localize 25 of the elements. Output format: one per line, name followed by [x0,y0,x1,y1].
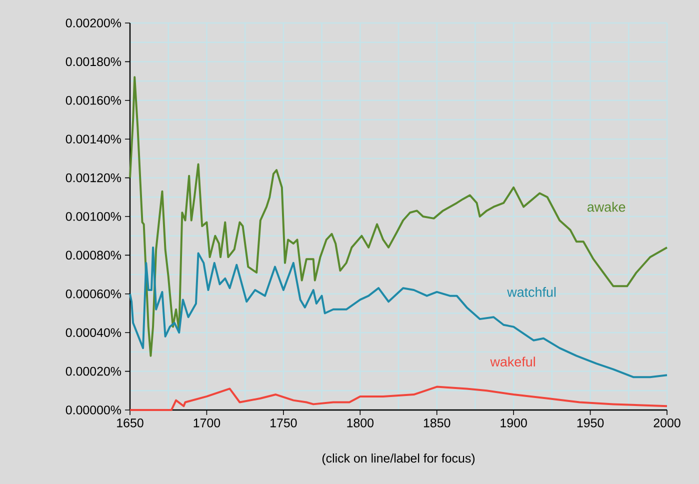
x-tick-label: 1700 [194,418,220,428]
series-label: wakeful [490,356,535,367]
y-tick-label: 0.00180% [66,57,122,66]
series-label: awake [587,202,626,212]
x-tick-label: 1650 [117,418,144,428]
x-tick-label: 1750 [270,418,297,428]
y-tick-label: 0.00040% [66,328,122,338]
series-label: watchful [507,287,556,297]
y-tick-label: 0.00120% [66,173,122,182]
x-tick-label: 1950 [577,418,604,428]
line-series [129,246,668,378]
y-tick-label: 0.00000% [66,406,122,414]
y-tick-label: 0.00080% [66,250,122,260]
x-tick-label: 1800 [347,418,374,428]
y-tick-label: 0.00160% [66,96,122,105]
y-tick-label: 0.00100% [66,212,122,221]
y-tick-label: 0.00200% [66,18,122,28]
text: (click on line/label for focus) [322,454,475,466]
line-series [129,76,668,357]
x-tick-label: 2000 [654,418,680,428]
y-tick-label: 0.00060% [66,290,122,298]
x-tick-label: 1850 [424,418,450,428]
y-tick-label: 0.00020% [66,366,122,376]
x-tick-label: 1900 [500,418,527,428]
y-tick-label: 0.00140% [66,134,122,144]
